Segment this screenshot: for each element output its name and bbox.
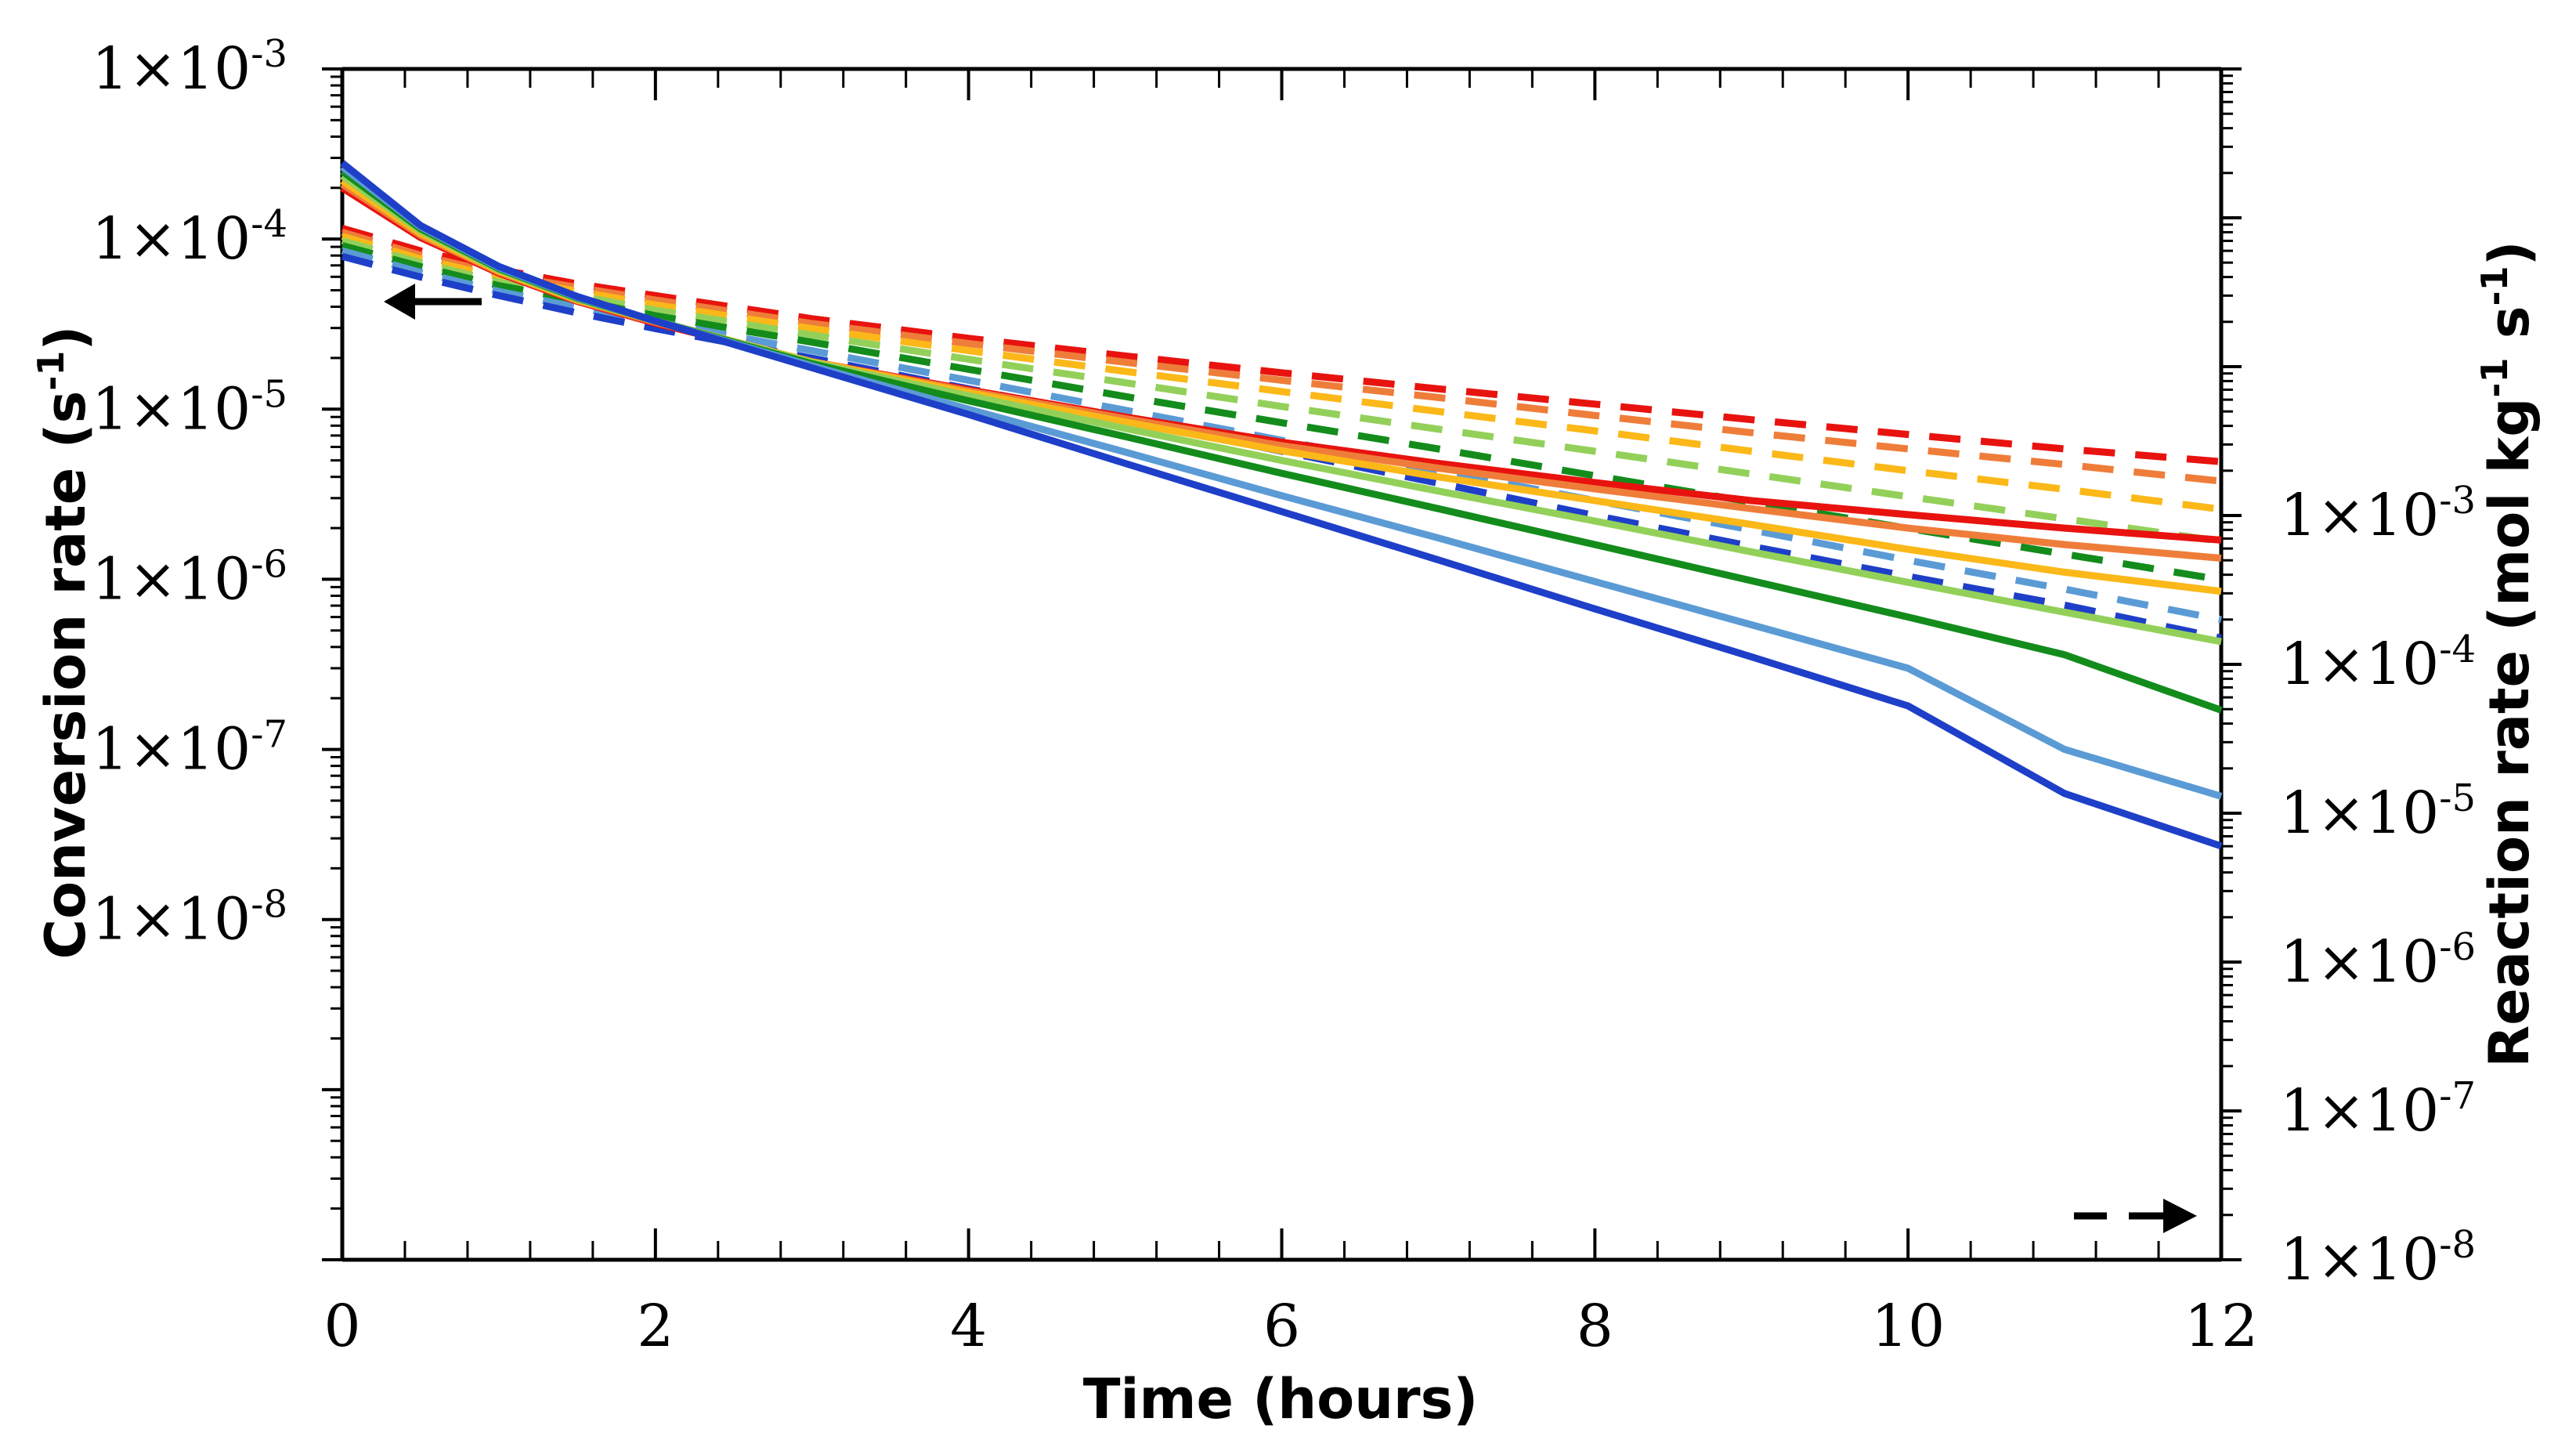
x-tick-label: 8	[1577, 1293, 1613, 1360]
y-left-tick-label: 1×10-7	[92, 713, 287, 783]
y-right-tick-label: 1×10-7	[2280, 1074, 2476, 1145]
y-axis-left-title-main: Conversion rate (s	[34, 391, 98, 960]
y-left-tick-label: 1×10-8	[92, 883, 287, 953]
x-tick-label: 10	[1871, 1293, 1945, 1360]
series-layer	[340, 160, 2223, 850]
y-axis-right-title-mid: s	[2477, 306, 2542, 357]
right-axis-dashed-arrow-icon	[2074, 1199, 2197, 1233]
series-line-reaction-orange	[341, 229, 2222, 485]
y-left-tick-label: 1×10-6	[92, 542, 287, 613]
x-tick-label: 0	[323, 1293, 360, 1360]
y-right-tick-label: 1×10-8	[2280, 1223, 2476, 1293]
y-axis-right-title-sup2: -1	[2473, 266, 2516, 306]
series-line-reaction-green	[341, 242, 2222, 584]
y-axis-left-title-end: )	[34, 326, 98, 351]
y-axis-left-title: Conversion rate (s-1)	[30, 326, 98, 960]
series-line-conversion-lightblue	[340, 164, 2223, 800]
y-right-tick-label: 1×10-4	[2280, 628, 2476, 698]
axes-layer	[322, 67, 2242, 1262]
y-axis-right-title-sup1: -1	[2473, 358, 2516, 398]
y-axis-right-title: Reaction rate (mol kg-1 s-1)	[2473, 241, 2542, 1067]
y-axis-right-title-main: Reaction rate (mol kg	[2477, 398, 2542, 1068]
x-tick-label: 2	[637, 1293, 674, 1360]
x-axis-title: Time (hours)	[1083, 1367, 1478, 1431]
x-tick-label: 4	[950, 1293, 987, 1360]
series-line-reaction-red	[341, 225, 2222, 465]
y-left-tick-label: 1×10-3	[92, 32, 287, 103]
y-left-tick-label: 1×10-5	[92, 372, 287, 443]
y-right-tick-label: 1×10-6	[2280, 925, 2476, 996]
series-line-conversion-blue	[340, 160, 2223, 850]
y-axis-right-title-end: )	[2477, 241, 2542, 266]
y-axis-left-title-sup: -1	[30, 351, 72, 391]
series-line-reaction-yellow	[341, 233, 2222, 513]
labels-layer: 0 2 4 6 8 10 12 1×10-3 1×10-4 1×10-5 1×10-6 1×10-7 1…	[92, 32, 2476, 1360]
y-left-tick-label: 1×10-4	[92, 202, 287, 273]
x-tick-label: 6	[1263, 1293, 1300, 1360]
y-right-tick-label: 1×10-5	[2280, 776, 2476, 847]
series-line-reaction-lightblue	[341, 247, 2222, 624]
series-line-conversion-red	[340, 185, 2222, 544]
y-right-tick-label: 1×10-3	[2280, 479, 2476, 549]
left-axis-arrow-icon	[384, 284, 482, 320]
x-tick-label: 12	[2184, 1293, 2258, 1360]
series-line-reaction-lightgreen	[341, 237, 2222, 545]
